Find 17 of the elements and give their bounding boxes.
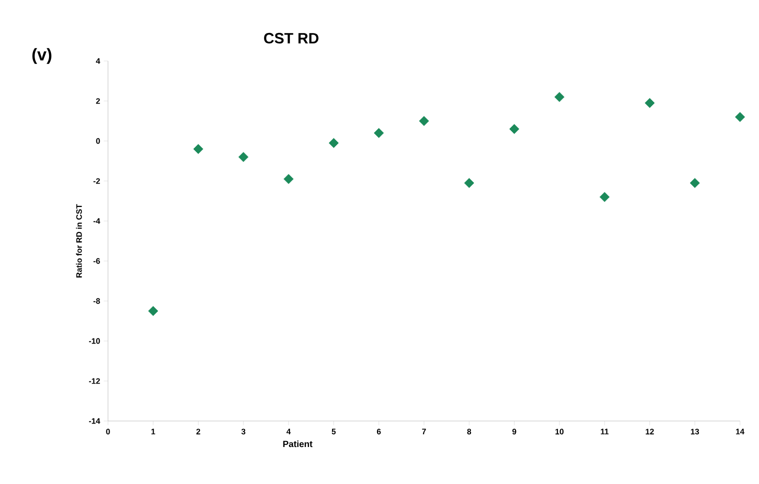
point (464, 178, 474, 188)
point (193, 144, 204, 154)
point (735, 112, 745, 122)
point (419, 116, 429, 126)
text: (v) (32, 48, 52, 64)
point (509, 124, 520, 134)
point (554, 92, 564, 102)
chart-title: CST RD (264, 32, 318, 44)
point (690, 178, 700, 188)
point (600, 192, 610, 202)
point (328, 138, 339, 148)
point (374, 128, 384, 138)
x-axis-title: Patient (283, 440, 312, 448)
point (284, 174, 294, 184)
point (148, 306, 158, 316)
point (644, 98, 655, 108)
point (238, 152, 248, 162)
